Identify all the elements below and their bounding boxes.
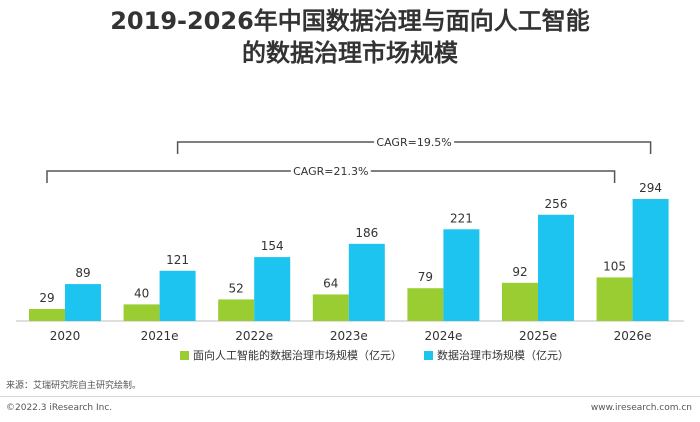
chart-title-line2: 的数据治理市场规模 — [242, 39, 458, 67]
data-label-ai-governance-2023e: 64 — [323, 276, 338, 290]
bar-ai-governance-2024e — [407, 288, 444, 321]
data-label-ai-governance-2026e: 105 — [603, 259, 626, 273]
legend-swatch-green — [180, 350, 189, 360]
data-label-data-governance-2025e: 256 — [545, 197, 568, 211]
bar-data-governance-2024e — [443, 229, 480, 321]
bar-data-governance-2020 — [65, 284, 101, 321]
data-label-ai-governance-2024e: 79 — [418, 270, 433, 284]
copyright-text: ©2022.3 iResearch Inc. — [6, 403, 113, 413]
x-tick-label-2021e: 2021e — [141, 329, 179, 343]
data-label-ai-governance-2025e: 92 — [512, 265, 527, 279]
cagr-label-0: CAGR=19.5% — [376, 136, 451, 149]
bar-data-governance-2023e — [348, 243, 385, 321]
x-tick-label-2023e: 2023e — [330, 329, 368, 343]
bar-data-governance-2022e — [254, 257, 291, 321]
legend-label-data-governance: 数据治理市场规模（亿元） — [437, 349, 569, 362]
chart-title-line1: 2019-2026年中国数据治理与面向人工智能 — [110, 7, 590, 35]
bar-chart: 29 89 2020 40 121 2021e 52 154 2022e 64 186 2023e 79… — [16, 136, 684, 343]
x-tick-label-2024e: 2024e — [424, 329, 462, 343]
bar-ai-governance-2026e — [596, 277, 633, 321]
data-label-data-governance-2023e: 186 — [355, 226, 378, 240]
bar-ai-governance-2021e — [123, 304, 160, 321]
source-note: 来源：艾瑞研究院自主研究绘制。 — [6, 381, 142, 391]
chart-legend: 面向人工智能的数据治理市场规模（亿元） 数据治理市场规模（亿元） — [180, 347, 569, 363]
cagr-bracket-0 — [176, 141, 652, 154]
x-tick-label-2026e: 2026e — [614, 329, 652, 343]
bar-data-governance-2025e — [538, 214, 574, 321]
x-tick-label-2022e: 2022e — [235, 329, 273, 343]
bar-data-governance-2021e — [159, 270, 196, 321]
legend-item-data-governance: 数据治理市场规模（亿元） — [424, 347, 569, 363]
data-label-data-governance-2022e: 154 — [261, 239, 284, 253]
legend-swatch-blue — [424, 350, 433, 360]
bar-ai-governance-2022e — [218, 299, 255, 321]
cagr-bracket-1 — [46, 170, 616, 183]
footer-divider — [0, 396, 700, 397]
x-tick-label-2020: 2020 — [50, 329, 81, 343]
bar-ai-governance-2023e — [312, 294, 349, 321]
bar-ai-governance-2020 — [29, 308, 65, 321]
data-label-ai-governance-2022e: 52 — [229, 281, 244, 295]
data-label-data-governance-2026e: 294 — [639, 181, 662, 195]
cagr-label-1: CAGR=21.3% — [293, 165, 368, 178]
bar-ai-governance-2025e — [502, 282, 538, 321]
x-tick-label-2025e: 2025e — [519, 329, 557, 343]
data-label-data-governance-2020: 89 — [75, 266, 90, 280]
data-label-ai-governance-2021e: 40 — [134, 286, 149, 300]
legend-item-ai-governance: 面向人工智能的数据治理市场规模（亿元） — [180, 347, 402, 363]
website-text: www.iresearch.com.cn — [590, 403, 692, 413]
data-label-ai-governance-2020: 29 — [39, 291, 54, 305]
data-label-data-governance-2021e: 121 — [166, 253, 189, 267]
legend-label-ai-governance: 面向人工智能的数据治理市场规模（亿元） — [193, 349, 402, 362]
bar-data-governance-2026e — [632, 199, 669, 321]
data-label-data-governance-2024e: 221 — [450, 211, 473, 225]
